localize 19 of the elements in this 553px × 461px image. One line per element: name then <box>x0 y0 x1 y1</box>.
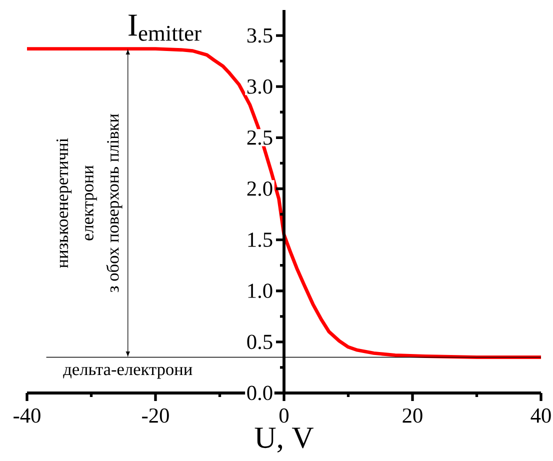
x-tick-label: -40 <box>14 408 40 423</box>
x-tick-label: 0 <box>279 408 289 423</box>
annotation: низькоенеретичні <box>56 138 72 268</box>
annotation: з обох поверхонь плівки <box>106 114 122 292</box>
y-tick-label: 0.0 <box>247 386 272 400</box>
annotation: дельта-електрони <box>63 366 192 379</box>
y-tick-label: 0.5 <box>247 334 272 350</box>
x-axis-title: U, V <box>254 428 314 453</box>
annotation: електрони <box>85 165 97 240</box>
y-tick-label: 1.0 <box>248 284 272 298</box>
x-tick-label: -20 <box>142 408 169 423</box>
y-tick-label: 2.5 <box>247 130 272 145</box>
x-tick-label: 20 <box>402 408 422 423</box>
y-tick-label: 2.0 <box>247 182 272 196</box>
x-tick-label: 40 <box>530 408 551 423</box>
y-axis-title: I$_{emitter}$ <box>128 14 202 41</box>
y-tick-label: 1.5 <box>248 232 272 247</box>
y-tick-label: 3.5 <box>247 28 272 43</box>
y-tick-label: 3.0 <box>247 79 272 94</box>
